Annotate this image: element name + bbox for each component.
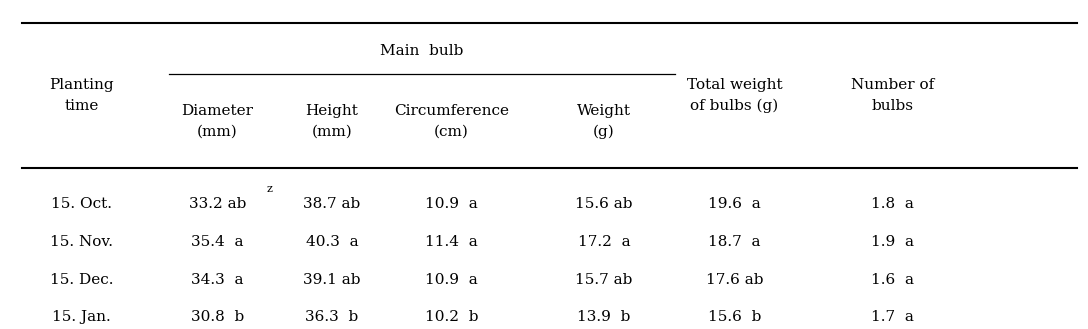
Text: Main  bulb: Main bulb <box>380 44 463 58</box>
Text: Height
(mm): Height (mm) <box>306 104 358 139</box>
Text: 35.4  a: 35.4 a <box>191 235 244 249</box>
Text: 10.9  a: 10.9 a <box>425 197 478 211</box>
Text: 39.1 ab: 39.1 ab <box>304 273 360 287</box>
Text: 15. Jan.: 15. Jan. <box>52 311 111 324</box>
Text: 10.9  a: 10.9 a <box>425 273 478 287</box>
Text: 33.2 ab: 33.2 ab <box>189 197 246 211</box>
Text: Planting
time: Planting time <box>49 78 114 113</box>
Text: 17.6 ab: 17.6 ab <box>706 273 763 287</box>
Text: Total weight
of bulbs (g): Total weight of bulbs (g) <box>687 78 782 113</box>
Text: 15. Nov.: 15. Nov. <box>50 235 113 249</box>
Text: 38.7 ab: 38.7 ab <box>304 197 360 211</box>
Text: 40.3  a: 40.3 a <box>306 235 358 249</box>
Text: 10.2  b: 10.2 b <box>424 311 479 324</box>
Text: 19.6  a: 19.6 a <box>708 197 761 211</box>
Text: Circumference
(cm): Circumference (cm) <box>394 104 509 139</box>
Text: z: z <box>267 184 272 194</box>
Text: 15.7 ab: 15.7 ab <box>576 273 632 287</box>
Text: 1.8  a: 1.8 a <box>870 197 914 211</box>
Text: Diameter
(mm): Diameter (mm) <box>182 104 254 139</box>
Text: 30.8  b: 30.8 b <box>191 311 244 324</box>
Text: 15. Dec.: 15. Dec. <box>50 273 113 287</box>
Text: 15.6  b: 15.6 b <box>707 311 762 324</box>
Text: 1.6  a: 1.6 a <box>870 273 914 287</box>
Text: 1.9  a: 1.9 a <box>870 235 914 249</box>
Text: 34.3  a: 34.3 a <box>191 273 244 287</box>
Text: 1.7  a: 1.7 a <box>870 311 914 324</box>
Text: 15. Oct.: 15. Oct. <box>51 197 112 211</box>
Text: Number of
bulbs: Number of bulbs <box>851 78 934 113</box>
Text: 36.3  b: 36.3 b <box>306 311 358 324</box>
Text: 15.6 ab: 15.6 ab <box>576 197 632 211</box>
Text: 11.4  a: 11.4 a <box>425 235 478 249</box>
Text: 18.7  a: 18.7 a <box>708 235 761 249</box>
Text: 13.9  b: 13.9 b <box>577 311 631 324</box>
Text: 17.2  a: 17.2 a <box>578 235 630 249</box>
Text: Weight
(g): Weight (g) <box>577 104 631 139</box>
